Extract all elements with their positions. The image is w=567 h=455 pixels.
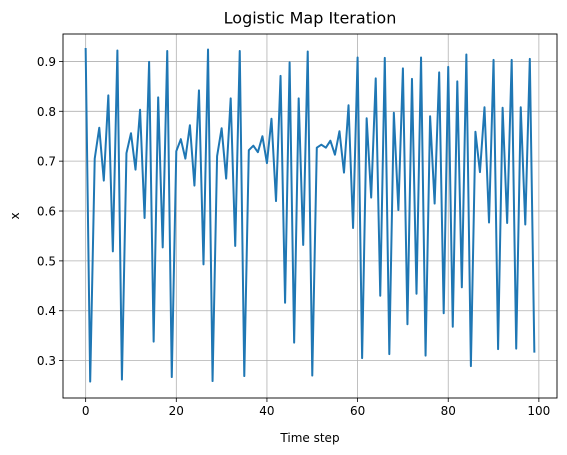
x-tick-label: 0: [82, 404, 90, 418]
series-group: [84, 47, 536, 383]
series-line: [84, 47, 536, 383]
x-tick-label: 20: [169, 404, 184, 418]
x-axis: 0 20 40 60 80 100: [82, 398, 550, 418]
chart-title: Logistic Map Iteration: [224, 9, 397, 28]
x-tick-label: 100: [527, 404, 550, 418]
y-axis-label: x: [8, 212, 22, 219]
x-tick-label: 60: [350, 404, 365, 418]
y-tick-label: 0.6: [37, 205, 56, 219]
x-tick-label: 40: [259, 404, 274, 418]
y-tick-label: 0.5: [37, 254, 56, 268]
y-tick-label: 0.7: [37, 155, 56, 169]
y-axis: 0.3 0.4 0.5 0.6 0.7 0.8 0.9: [37, 55, 63, 368]
y-tick-label: 0.8: [37, 105, 56, 119]
plot-frame: [62, 33, 558, 399]
x-tick-label: 80: [441, 404, 456, 418]
y-tick-label: 0.3: [37, 354, 56, 368]
x-axis-label: Time step: [279, 431, 339, 445]
y-tick-label: 0.4: [37, 304, 56, 318]
y-tick-label: 0.9: [37, 55, 56, 69]
